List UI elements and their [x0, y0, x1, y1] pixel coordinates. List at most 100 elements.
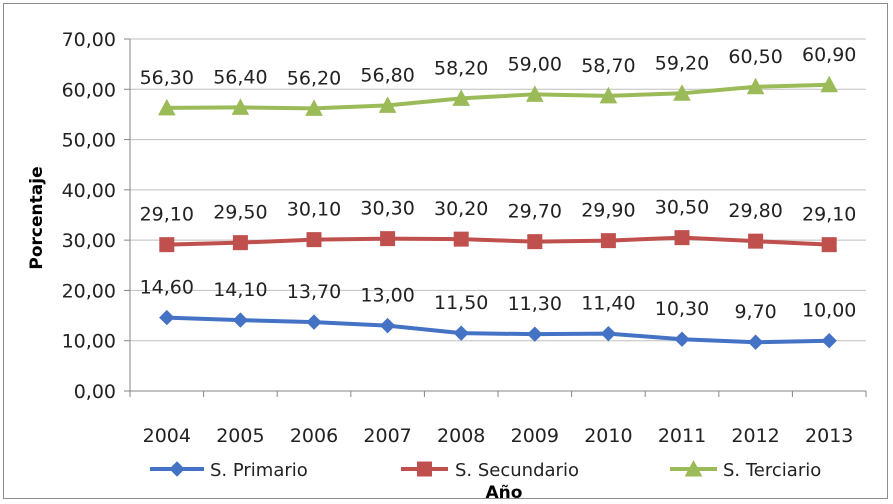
data-point: [674, 331, 690, 347]
data-point: [821, 237, 837, 253]
data-label: 60,50: [728, 46, 782, 68]
data-point: [157, 98, 176, 116]
legend-label: S. Primario: [210, 460, 308, 481]
y-tick-label: 50,00: [62, 130, 116, 152]
data-label: 11,50: [434, 292, 488, 314]
data-label: 58,20: [434, 57, 488, 79]
data-point: [820, 75, 839, 93]
series-line: [166, 82, 830, 111]
legend-item: S. Terciario: [670, 459, 821, 481]
data-point: [305, 99, 323, 116]
data-point: [746, 77, 765, 95]
y-tick-label: 60,00: [62, 79, 116, 101]
data-point: [232, 235, 248, 251]
data-point: [674, 230, 690, 246]
data-point: [306, 314, 322, 330]
data-label: 14,60: [140, 277, 194, 299]
data-point: [599, 86, 618, 104]
data-label: 29,70: [508, 201, 562, 223]
data-point: [453, 231, 469, 247]
x-tick-labels: 2004 2005 2006 2007 2008 2009 2010 2011 2012 2013: [143, 425, 854, 447]
data-label: 30,50: [655, 197, 709, 219]
data-point: [231, 98, 250, 115]
legend-item: S. Primario: [150, 460, 308, 481]
data-point: [378, 96, 397, 113]
series-s-terciario: [157, 75, 839, 116]
series-line: [166, 235, 830, 247]
data-point: [600, 325, 617, 342]
data-point: [452, 89, 471, 106]
y-tick-label: 10,00: [62, 331, 116, 353]
data-point: [673, 84, 691, 101]
legend-label: S. Terciario: [723, 460, 821, 481]
data-label: 56,20: [287, 67, 341, 89]
data-label: 10,30: [655, 298, 709, 320]
legend-item: S. Secundario: [401, 460, 579, 481]
x-tick-label: 2010: [584, 425, 632, 447]
data-point: [306, 232, 322, 248]
data-label: 59,20: [655, 52, 709, 74]
data-labels: 14,60 14,10 13,70 13,00 11,50 11,30 11,40 10,30…: [140, 44, 857, 323]
data-point: [821, 333, 837, 349]
data-label: 59,00: [508, 53, 562, 75]
legend-label: S. Secundario: [455, 460, 579, 481]
x-tick-label: 2011: [658, 425, 706, 447]
data-label: 13,70: [287, 281, 341, 303]
y-tick-label: 40,00: [62, 180, 116, 202]
x-tick-label: 2008: [437, 425, 485, 447]
data-label: 29,80: [728, 200, 782, 222]
data-label: 29,10: [140, 204, 194, 226]
series-group: [157, 75, 839, 350]
series-line: [166, 315, 830, 345]
data-label: 14,10: [213, 279, 267, 301]
data-label: 30,10: [287, 199, 341, 221]
data-label: 11,40: [581, 293, 635, 315]
x-axis-title: Año: [486, 483, 523, 503]
y-tick-labels: 0,00 10,00 20,00 30,00 40,00 50,00 60,00 70,00: [62, 29, 116, 403]
x-tick-label: 2004: [143, 425, 191, 447]
data-label: 29,10: [802, 204, 856, 226]
x-tick-label: 2012: [731, 425, 779, 447]
y-axis-title: Porcentaje: [27, 166, 47, 269]
data-point: [600, 233, 616, 249]
data-label: 30,30: [360, 198, 414, 220]
data-label: 11,30: [508, 293, 562, 315]
data-label: 9,70: [734, 301, 776, 323]
data-label: 10,00: [802, 300, 856, 322]
x-tick-label: 2009: [511, 425, 559, 447]
data-point: [527, 326, 543, 342]
x-tick-label: 2006: [290, 425, 338, 447]
y-tick-label: 20,00: [62, 280, 116, 302]
x-tick-label: 2007: [363, 425, 411, 447]
legend-marker: [169, 461, 185, 477]
data-point: [159, 237, 175, 253]
chart-frame: [3, 3, 888, 499]
data-point: [379, 317, 396, 334]
data-point: [747, 334, 764, 350]
data-label: 29,90: [581, 200, 635, 222]
data-label: 56,30: [140, 67, 194, 89]
data-point: [525, 85, 544, 102]
data-label: 58,70: [581, 55, 635, 77]
data-label: 13,00: [360, 285, 414, 307]
legend-marker: [684, 459, 703, 477]
x-tick-label: 2013: [805, 425, 853, 447]
series-s-primario: [159, 309, 837, 350]
data-point: [232, 312, 249, 328]
series-s-secundario: [159, 230, 837, 253]
axes: [129, 39, 867, 397]
x-tick-label: 2005: [216, 425, 264, 447]
data-point: [527, 234, 543, 250]
y-tick-label: 0,00: [74, 381, 116, 403]
y-tick-label: 70,00: [62, 29, 116, 51]
data-label: 56,80: [360, 64, 414, 86]
data-label: 29,50: [213, 202, 267, 224]
data-label: 60,90: [802, 44, 856, 66]
data-label: 30,20: [434, 198, 488, 220]
data-point: [453, 325, 469, 341]
data-point: [380, 231, 396, 247]
legend-marker: [417, 461, 432, 477]
data-point: [748, 233, 764, 249]
data-label: 56,40: [213, 66, 267, 88]
